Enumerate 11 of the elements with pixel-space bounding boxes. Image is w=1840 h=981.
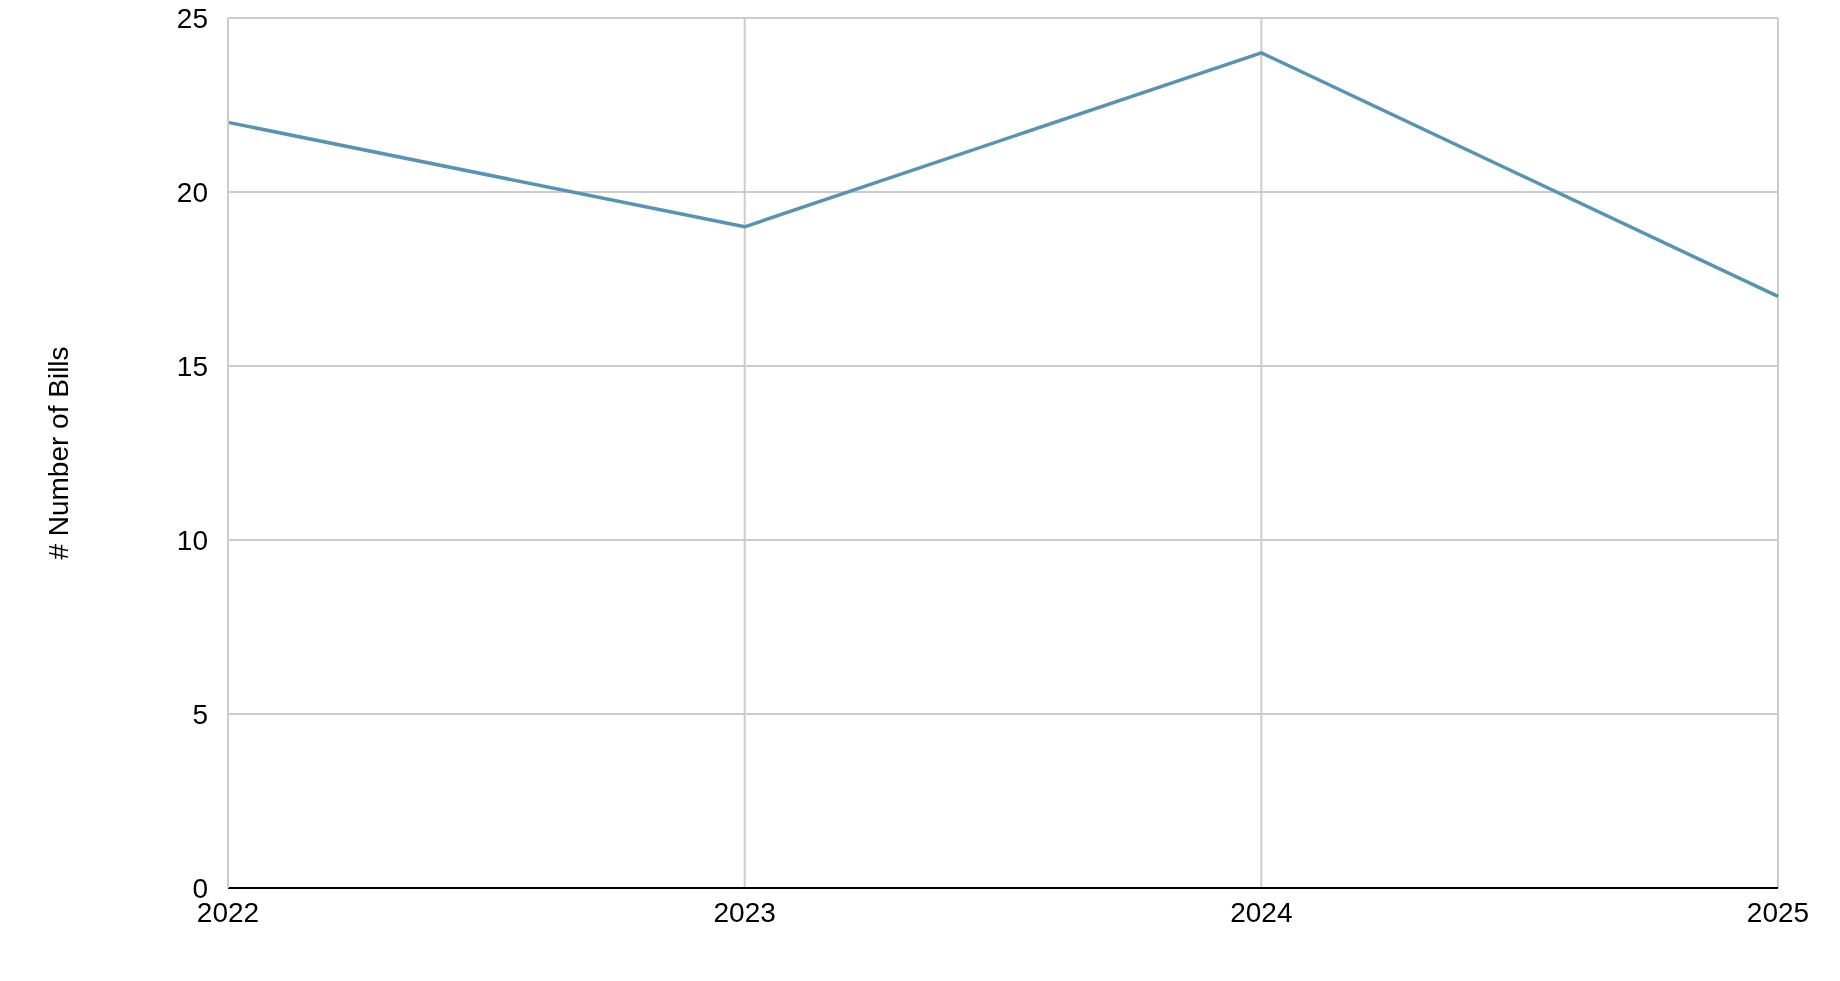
y-tick-label: 25	[176, 2, 208, 34]
x-tick-label: 2024	[1230, 896, 1293, 928]
y-tick-label: 15	[176, 350, 208, 382]
y-tick-label: 0	[192, 872, 208, 904]
line-series	[226, 51, 1780, 299]
y-tick-label: 20	[176, 176, 208, 208]
y-tick-label: 10	[176, 524, 208, 556]
x-tick-label: 2023	[713, 896, 776, 928]
y-axis-title: # Number of Bills	[42, 346, 74, 560]
x-tick-label: 2025	[1746, 896, 1810, 928]
y-tick-label: 5	[192, 698, 208, 730]
